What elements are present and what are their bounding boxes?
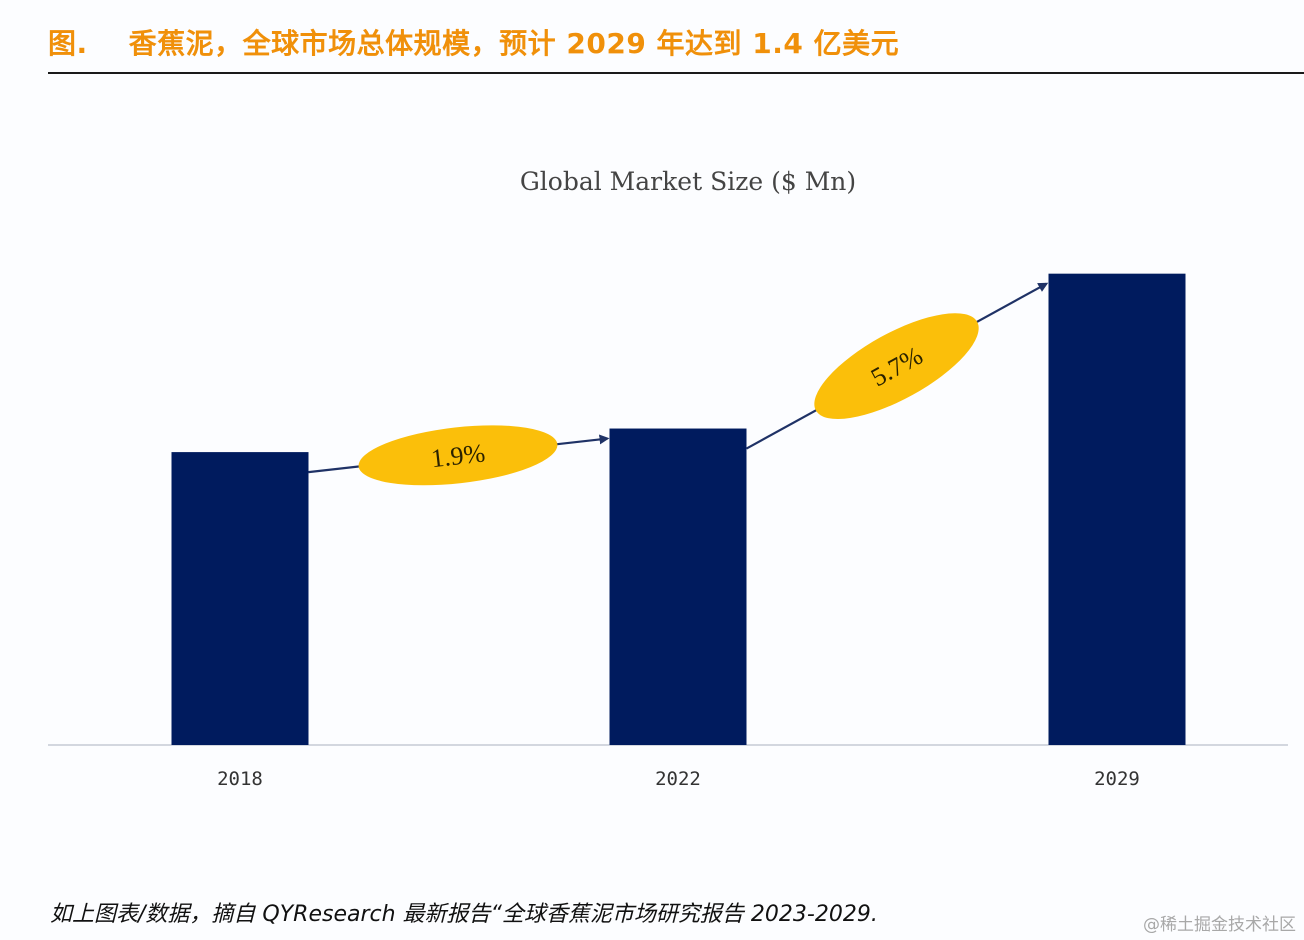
x-tick-label: 2018 [217, 768, 263, 790]
bar-2029 [1048, 273, 1186, 745]
cagr-badge: 1.9% [358, 425, 558, 486]
bar-2018 [171, 452, 309, 745]
cagr-label: 1.9% [430, 438, 487, 473]
source-note: 如上图表/数据，摘自 QYResearch 最新报告“全球香蕉泥市场研究报告 2… [50, 902, 878, 927]
title-divider [48, 72, 1304, 74]
figure-title: 图. 香蕉泥，全球市场总体规模，预计 2029 年达到 1.4 亿美元 [48, 27, 900, 60]
x-tick-label: 2022 [655, 768, 701, 790]
chart-title: Global Market Size ($ Mn) [520, 167, 856, 196]
cagr-badge-ellipse [814, 313, 979, 420]
watermark: @稀土掘金技术社区 [1143, 915, 1296, 935]
cagr-badge-ellipse [358, 425, 558, 486]
x-tick-label: 2029 [1094, 768, 1140, 790]
bar-2022 [609, 428, 747, 745]
cagr-badge: 5.7% [814, 313, 979, 420]
